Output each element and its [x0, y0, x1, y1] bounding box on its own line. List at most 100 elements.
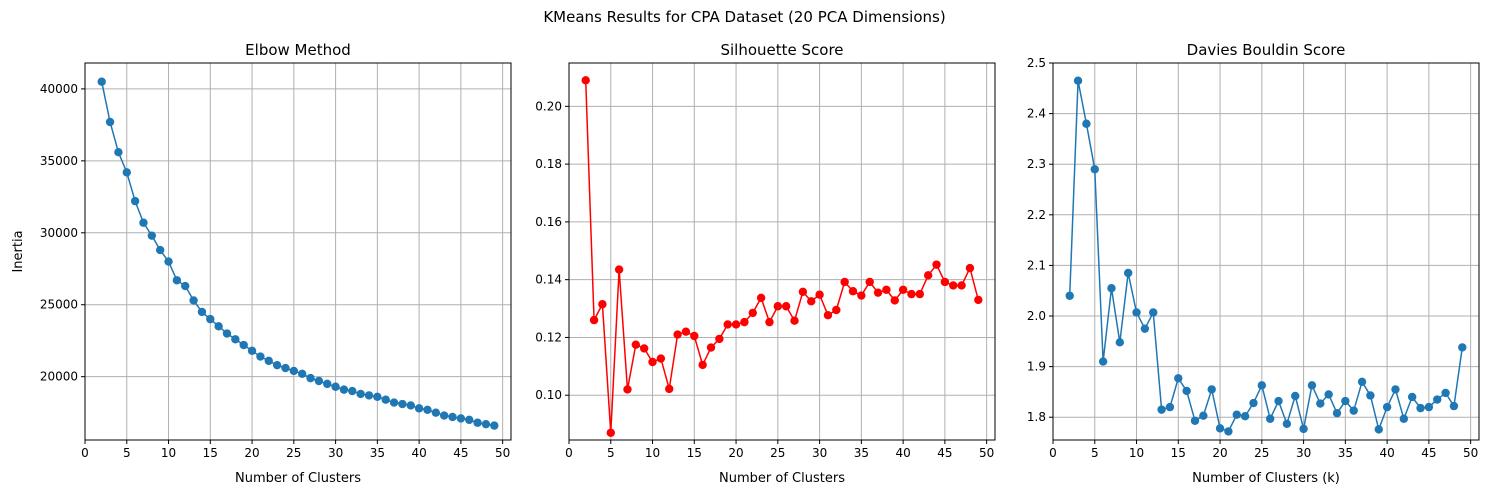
elbow-data-point: [389, 398, 399, 407]
elbow-data-point: [97, 77, 106, 86]
silhouette-data-point: [790, 316, 799, 325]
elbow-data-point: [147, 231, 157, 240]
silhouette-data-point: [890, 296, 899, 305]
silhouette-data-point: [832, 305, 841, 315]
davies-bouldin-y-tick-label: 2.3: [1027, 157, 1046, 171]
elbow-data-point: [172, 276, 182, 285]
elbow-data-point: [272, 360, 282, 370]
davies-bouldin-x-tick-label: 45: [1421, 446, 1436, 460]
figure-suptitle: KMeans Results for CPA Dataset (20 PCA D…: [543, 8, 945, 26]
silhouette-x-tick-label: 10: [645, 446, 660, 460]
silhouette-data-point: [648, 357, 657, 367]
silhouette-data-point: [823, 311, 833, 320]
davies-bouldin-data-point: [1416, 403, 1425, 413]
davies-bouldin-data-point: [1441, 388, 1450, 398]
davies-bouldin-data-point: [1366, 391, 1375, 400]
elbow-method-panel: 0 5 10 15 20 25 30 35 40 45 50 20000 25000 30000 35000…: [11, 41, 512, 486]
elbow-data-point: [456, 414, 466, 423]
silhouette-y-tick-label: 0.12: [535, 330, 562, 344]
silhouette-x-tick-label: 20: [728, 446, 743, 460]
elbow-data-point: [448, 412, 457, 422]
elbow-data-point: [189, 296, 198, 305]
elbow-axes-frame: [84, 62, 512, 441]
davies-bouldin-data-point: [1307, 381, 1317, 390]
silhouette-data-point: [974, 295, 983, 305]
elbow-data-point: [281, 363, 290, 373]
silhouette-x-axis-label: Number of Clusters: [719, 471, 845, 486]
elbow-data-point: [490, 421, 499, 430]
elbow-data-point: [414, 404, 424, 413]
elbow-x-tick-label: 35: [370, 446, 385, 460]
elbow-data-point: [247, 346, 257, 355]
davies-bouldin-data-point: [1115, 338, 1125, 347]
silhouette-data-point: [940, 277, 950, 287]
elbow-y-tick-label: 35000: [40, 154, 78, 168]
davies-bouldin-data-point: [1274, 396, 1283, 406]
elbow-data-point: [373, 392, 382, 402]
elbow-data-point: [264, 356, 273, 366]
silhouette-data-point: [698, 360, 707, 370]
davies-bouldin-data-point: [1449, 401, 1459, 411]
davies-bouldin-data-point: [1174, 374, 1183, 383]
elbow-data-point: [231, 335, 240, 344]
elbow-data-point: [323, 379, 332, 389]
silhouette-data-point: [815, 290, 824, 299]
davies-bouldin-data-point: [1224, 427, 1233, 436]
silhouette-data-point: [848, 287, 858, 296]
elbow-y-tick-label: 30000: [40, 226, 78, 240]
elbow-data-point: [197, 307, 207, 317]
elbow-data-point: [381, 395, 390, 404]
davies-bouldin-data-point: [1299, 424, 1308, 434]
silhouette-data-point: [857, 291, 866, 300]
silhouette-data-point: [773, 302, 783, 311]
davies-bouldin-x-tick-label: 20: [1212, 446, 1227, 460]
silhouette-data-point: [748, 308, 757, 318]
elbow-y-tick-label: 20000: [40, 370, 78, 384]
silhouette-data-point: [798, 287, 808, 296]
silhouette-data-point: [639, 344, 649, 353]
davies-bouldin-data-point: [1215, 424, 1225, 433]
silhouette-data-point: [840, 277, 849, 287]
davies-bouldin-data-point: [1265, 414, 1275, 423]
silhouette-y-tick-label: 0.18: [535, 157, 562, 171]
silhouette-data-point: [949, 281, 958, 290]
silhouette-data-point: [765, 317, 774, 327]
silhouette-x-tick-label: 0: [565, 446, 573, 460]
silhouette-data-point: [715, 334, 724, 344]
elbow-data-point: [473, 418, 482, 427]
silhouette-data-point: [656, 354, 666, 363]
davies-bouldin-x-axis-label: Number of Clusters (k): [1192, 471, 1340, 486]
silhouette-y-tick-label: 0.20: [535, 99, 562, 113]
davies-bouldin-data-point: [1349, 406, 1358, 415]
davies-bouldin-data-point: [1291, 391, 1300, 401]
davies-bouldin-data-point: [1424, 402, 1434, 412]
elbow-data-point: [122, 168, 131, 177]
elbow-x-tick-label: 15: [203, 446, 218, 460]
elbow-data-point: [465, 415, 474, 425]
elbow-data-point: [164, 257, 173, 266]
davies-bouldin-data-point: [1257, 381, 1267, 390]
elbow-x-tick-label: 50: [495, 446, 510, 460]
elbow-panel-title: Elbow Method: [245, 41, 351, 59]
elbow-data-point: [423, 405, 432, 414]
davies-bouldin-data-point: [1433, 395, 1442, 404]
davies-bouldin-data-point: [1132, 308, 1141, 317]
elbow-data-point: [297, 369, 307, 379]
elbow-x-axis-label: Number of Clusters: [235, 471, 361, 486]
silhouette-data-point: [957, 281, 966, 290]
silhouette-x-tick-label: 40: [895, 446, 910, 460]
davies-bouldin-data-point: [1123, 268, 1133, 278]
silhouette-data-point: [907, 289, 916, 299]
davies-bouldin-data-point: [1391, 385, 1400, 394]
davies-bouldin-x-tick-label: 0: [1049, 446, 1057, 460]
silhouette-data-point: [623, 385, 632, 394]
davies-bouldin-data-point: [1240, 412, 1250, 421]
davies-bouldin-x-tick-label: 25: [1254, 446, 1269, 460]
davies-bouldin-data-point: [1399, 414, 1409, 423]
silhouette-score-panel: 0 5 10 15 20 25 30 35 40 45 50 0.10 0.12 0.14 0.16 0.18…: [535, 41, 996, 486]
silhouette-data-point: [690, 331, 699, 341]
davies-bouldin-panel: 0 5 10 15 20 25 30 35 40 45 50 1.8 1.9 2.0 2.1 2.2 2.3 2.…: [1027, 41, 1480, 486]
silhouette-data-point: [673, 330, 682, 339]
silhouette-data-point: [915, 289, 925, 299]
davies-bouldin-y-tick-label: 2.4: [1027, 107, 1046, 121]
